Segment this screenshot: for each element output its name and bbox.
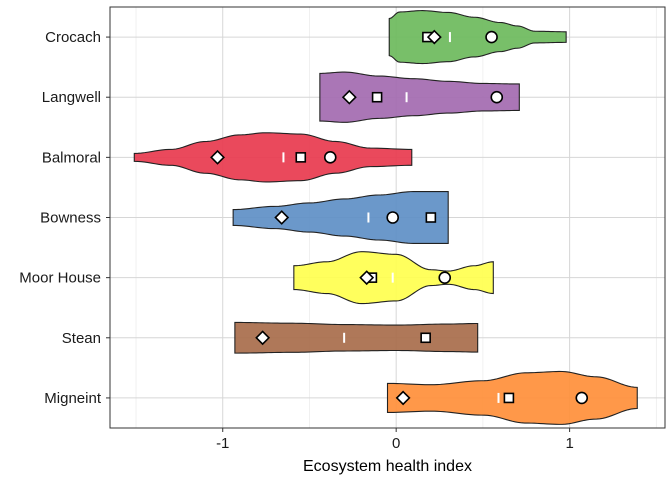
square-marker-bowness bbox=[425, 212, 437, 223]
summary-markers bbox=[210, 29, 589, 406]
y-tick-label-migneint: Migneint bbox=[44, 390, 102, 407]
diamond-marker-balmoral bbox=[210, 149, 225, 165]
x-tick-label: 0 bbox=[392, 435, 400, 452]
square-marker-stean bbox=[420, 332, 431, 344]
violin-crocach bbox=[388, 10, 567, 65]
y-tick-label-moor-house: Moor House bbox=[19, 270, 101, 287]
square-marker-langwell bbox=[371, 91, 383, 103]
circle-marker-langwell bbox=[490, 90, 504, 104]
diamond-marker-langwell bbox=[341, 89, 357, 105]
violin-langwell bbox=[319, 71, 520, 123]
diamond-marker-stean bbox=[255, 330, 271, 346]
y-tick-label-balmoral: Balmoral bbox=[42, 149, 101, 166]
circle-marker-balmoral bbox=[323, 151, 337, 164]
square-marker-balmoral bbox=[295, 152, 307, 163]
circle-marker-bowness bbox=[386, 211, 400, 224]
diamond-marker-migneint bbox=[395, 390, 411, 406]
y-axis-tick-labels: Crocach Langwell Balmoral Bowness Moor House… bbox=[19, 29, 110, 407]
diamond-marker-moor-house bbox=[359, 270, 375, 286]
circle-marker-crocach bbox=[485, 30, 498, 44]
violin-bowness bbox=[232, 191, 449, 244]
violins bbox=[133, 10, 638, 425]
y-tick-label-crocach: Crocach bbox=[45, 29, 101, 46]
x-axis-title: Ecosystem health index bbox=[303, 458, 472, 475]
circle-marker-moor-house bbox=[438, 271, 452, 284]
violin-balmoral bbox=[133, 132, 413, 183]
violin-stean bbox=[234, 321, 479, 354]
x-tick-label: -1 bbox=[216, 435, 229, 452]
diamond-marker-crocach bbox=[426, 29, 442, 45]
diamond-marker-bowness bbox=[274, 210, 290, 225]
y-tick-label-bowness: Bowness bbox=[40, 210, 101, 227]
square-marker-migneint bbox=[503, 392, 515, 404]
x-axis-tick-labels: -1 0 1 bbox=[216, 428, 574, 452]
y-tick-label-stean: Stean bbox=[62, 330, 101, 347]
y-tick-label-langwell: Langwell bbox=[42, 89, 101, 106]
circle-marker-migneint bbox=[575, 391, 589, 405]
x-tick-label: 1 bbox=[565, 435, 573, 452]
